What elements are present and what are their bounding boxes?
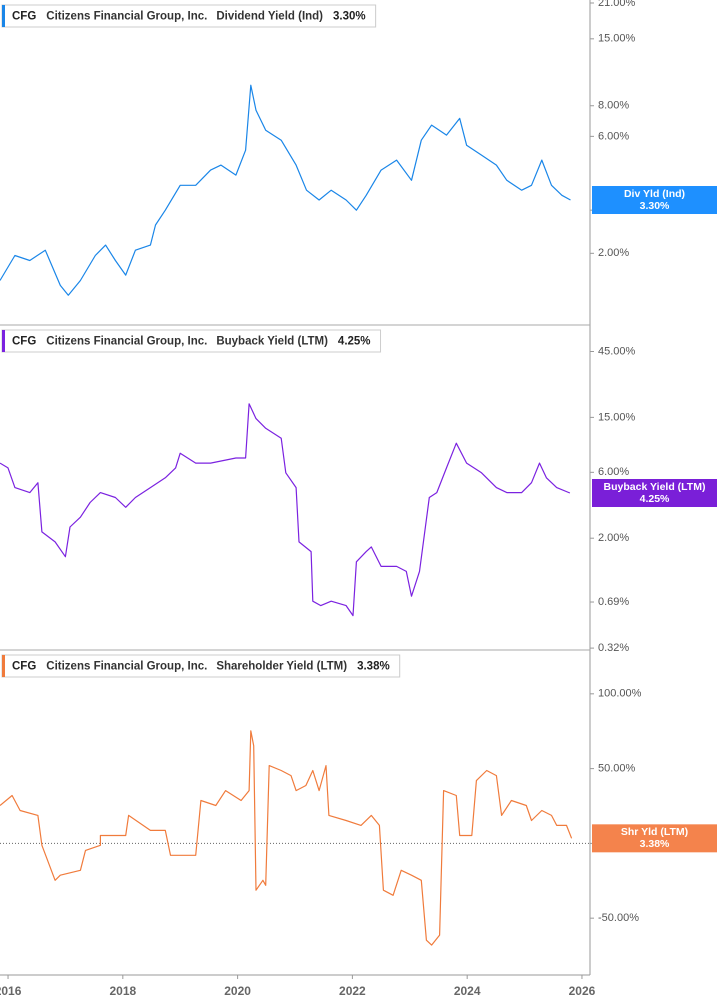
series-line [0, 730, 573, 946]
y-tick-label: 15.00% [598, 33, 636, 45]
x-tick-label: 2022 [339, 984, 366, 998]
legend-company: Citizens Financial Group, Inc. [46, 336, 207, 348]
value-tag [592, 186, 717, 215]
legend-company: Citizens Financial Group, Inc. [46, 11, 207, 23]
value-tag-value: 4.25% [640, 493, 670, 505]
value-tag-label: Div Yld (Ind) [624, 188, 685, 200]
y-tick-label: 45.00% [598, 345, 636, 357]
legend-ticker: CFG [12, 336, 36, 348]
value-tag [592, 824, 717, 853]
y-tick-label: 2.00% [598, 247, 629, 259]
value-tag-value: 3.30% [640, 200, 670, 212]
value-tag-label: Buyback Yield (LTM) [604, 481, 706, 493]
legend-ticker: CFG [12, 11, 36, 23]
legend-metric: Dividend Yield (Ind) [216, 11, 323, 23]
y-tick-label: 6.00% [598, 466, 629, 478]
legend-ticker: CFG [12, 661, 36, 673]
y-tick-label: 15.00% [598, 411, 636, 423]
series-line [0, 403, 571, 617]
legend-metric: Shareholder Yield (LTM) [216, 661, 347, 673]
y-tick-label: 2.00% [598, 532, 629, 544]
value-tag-value: 3.38% [640, 838, 670, 850]
x-tick-label: 2018 [109, 984, 136, 998]
legend-value: 3.30% [333, 11, 366, 23]
y-tick-label: 0.32% [598, 642, 629, 654]
y-tick-label: 100.00% [598, 688, 642, 700]
legend-swatch [2, 655, 5, 677]
legend-value: 3.38% [357, 661, 390, 673]
x-tick-label: 2026 [569, 984, 596, 998]
legend-metric: Buyback Yield (LTM) [216, 336, 328, 348]
y-tick-label: 8.00% [598, 100, 629, 112]
legend-value: 4.25% [338, 336, 371, 348]
x-tick-label: 2016 [0, 984, 22, 998]
y-tick-label: 6.00% [598, 130, 629, 142]
y-tick-label: 50.00% [598, 763, 636, 775]
legend-swatch [2, 330, 5, 352]
y-tick-label: -50.00% [598, 912, 639, 924]
legend-swatch [2, 5, 5, 27]
value-tag [592, 479, 717, 508]
x-tick-label: 2024 [454, 984, 481, 998]
legend-company: Citizens Financial Group, Inc. [46, 661, 207, 673]
x-tick-label: 2020 [224, 984, 251, 998]
value-tag-label: Shr Yld (LTM) [621, 826, 688, 838]
y-tick-label: 21.00% [598, 0, 636, 9]
y-tick-label: 0.69% [598, 596, 629, 608]
series-line [0, 84, 571, 296]
